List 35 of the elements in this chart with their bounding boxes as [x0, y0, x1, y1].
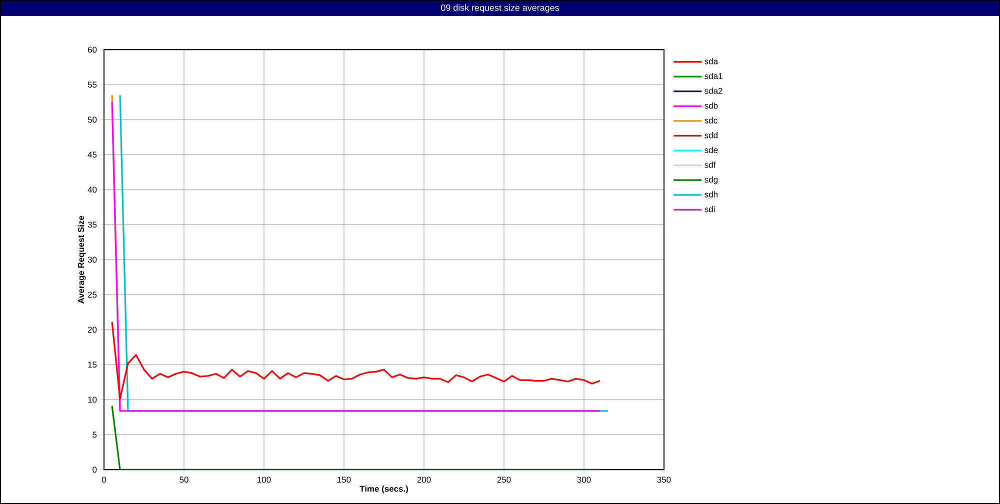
y-tick-label: 15	[88, 362, 97, 368]
y-tick-label: 30	[88, 256, 97, 263]
x-tick-label: 300	[577, 476, 591, 483]
x-tick-label: 0	[102, 476, 106, 483]
legend-label: sdi	[704, 206, 715, 212]
x-tick-label: 50	[180, 476, 188, 483]
y-tick-label: 25	[88, 292, 97, 298]
legend-label: sda1	[704, 72, 722, 80]
y-tick-label: 45	[88, 152, 97, 158]
legend-label: sdf	[704, 162, 716, 168]
x-tick-label: 150	[338, 476, 351, 483]
legend-label: sdc	[704, 117, 718, 124]
x-tick-label: 250	[497, 476, 511, 483]
legend-label: sdh	[704, 191, 718, 198]
y-tick-label: 5	[92, 432, 97, 438]
y-tick-label: 50	[88, 116, 97, 123]
legend-label: sdb	[704, 102, 718, 109]
chart-title: 09 disk request size averages	[441, 4, 559, 13]
y-tick-label: 55	[88, 82, 97, 88]
y-tick-label: 60	[88, 46, 97, 53]
legend-label: sda	[704, 58, 718, 64]
y-tick-label: 20	[88, 326, 97, 333]
x-tick-label: 200	[417, 476, 431, 483]
legend-label: sde	[704, 146, 718, 154]
y-tick-label: 40	[88, 186, 97, 193]
x-tick-label: 350	[657, 476, 671, 483]
y-tick-label: 35	[88, 222, 97, 228]
legend-label: sdd	[704, 132, 718, 138]
legend-label: sdg	[704, 176, 718, 184]
y-axis-title: Average Request Size	[78, 216, 86, 304]
y-tick-label: 10	[88, 396, 97, 403]
y-tick-label: 0	[92, 466, 97, 473]
x-tick-label: 100	[258, 476, 271, 483]
legend-label: sda2	[704, 88, 722, 94]
x-axis-title: Time (secs.)	[360, 486, 408, 494]
